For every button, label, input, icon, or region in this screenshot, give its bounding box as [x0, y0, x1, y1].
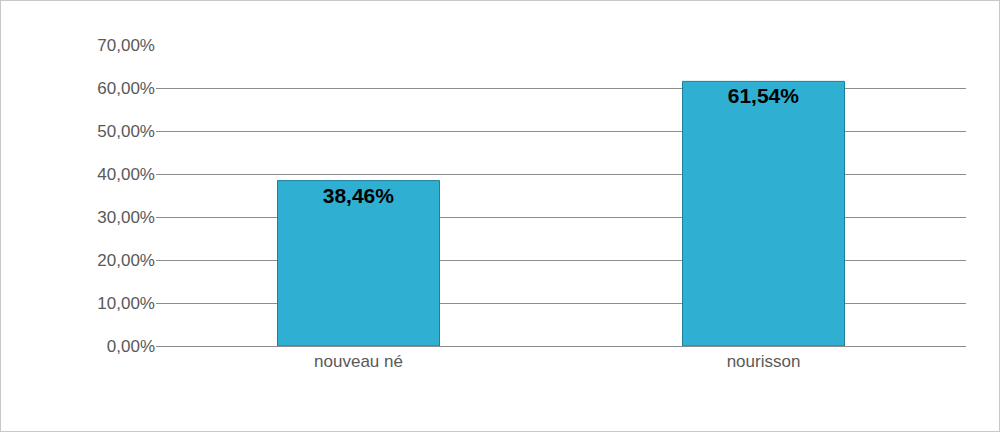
svg-text:nourisson: nourisson	[727, 352, 801, 371]
svg-text:50,00%: 50,00%	[97, 122, 155, 141]
svg-text:30,00%: 30,00%	[97, 208, 155, 227]
svg-text:20,00%: 20,00%	[97, 251, 155, 270]
svg-text:70,00%: 70,00%	[97, 36, 155, 55]
svg-text:38,46%: 38,46%	[323, 184, 395, 207]
svg-text:10,00%: 10,00%	[97, 294, 155, 313]
svg-text:0,00%: 0,00%	[107, 337, 155, 356]
svg-text:nouveau né: nouveau né	[314, 352, 403, 371]
svg-text:60,00%: 60,00%	[97, 79, 155, 98]
svg-text:40,00%: 40,00%	[97, 165, 155, 184]
svg-text:61,54%: 61,54%	[728, 84, 800, 107]
